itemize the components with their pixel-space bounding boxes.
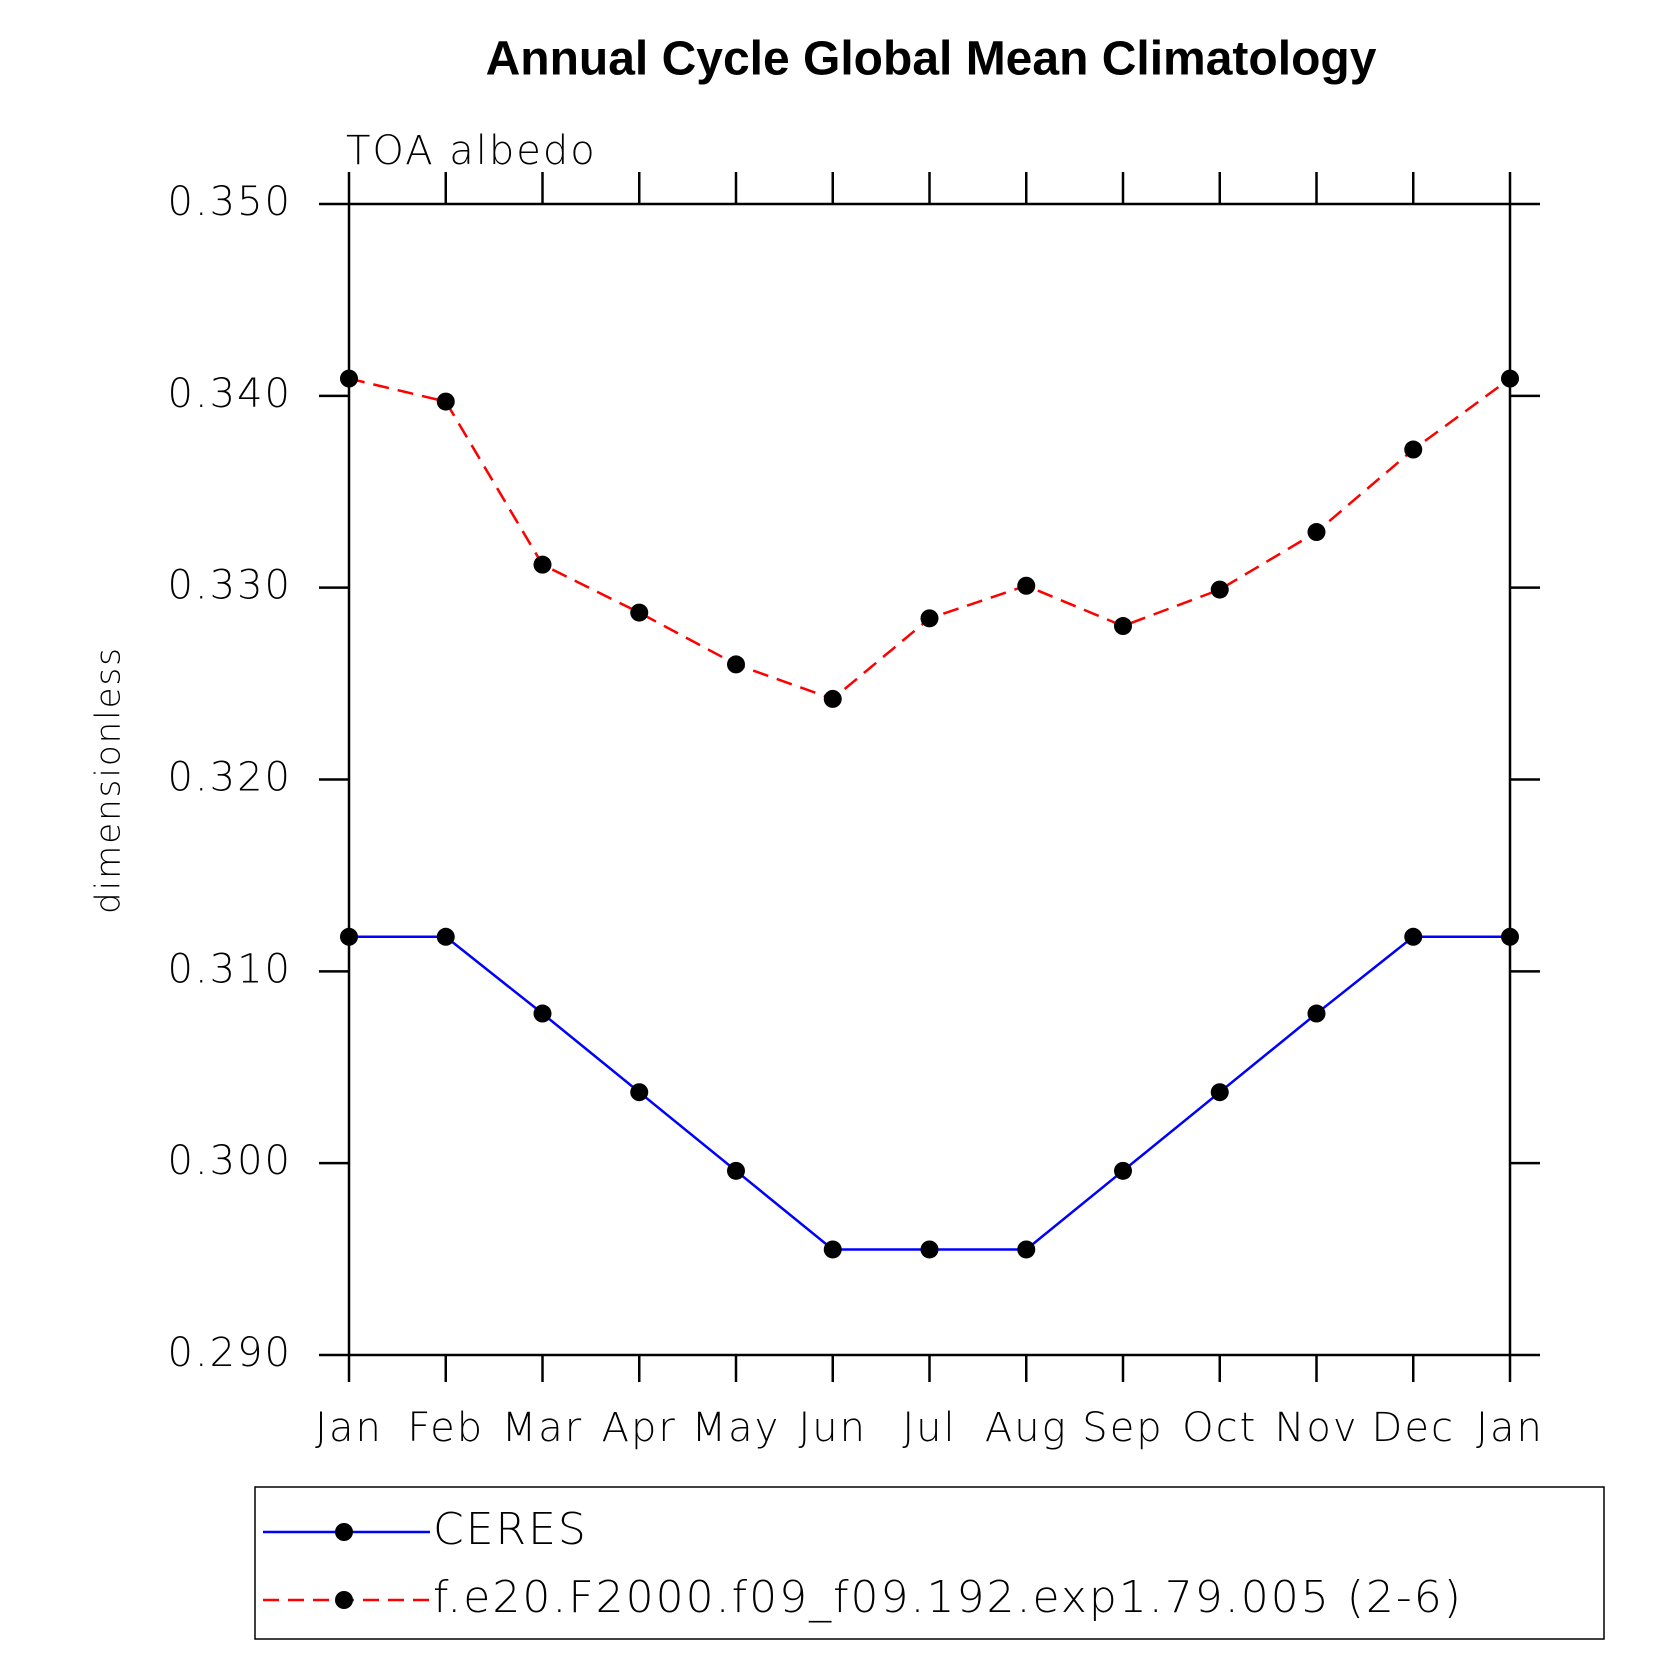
legend-label: f.e20.F2000.f09_f09.192.exp1.79.005 (2-6… [433,1572,1463,1623]
x-tick-label: Jul [902,1405,956,1451]
data-point [1210,580,1229,599]
x-tick-label: Sep [1082,1405,1163,1451]
data-point [1307,523,1326,542]
chart-subtitle: TOA albedo [346,128,597,174]
data-point [1501,369,1519,388]
data-point [1114,1161,1132,1180]
x-tick-label: Mar [502,1405,583,1451]
data-point [1017,1240,1036,1259]
data-point [533,555,552,574]
legend-marker [335,1523,353,1541]
data-point [340,369,358,388]
data-point [533,1004,552,1023]
y-tick-label: 0.300 [167,1138,292,1184]
x-tick-label: Feb [407,1405,484,1451]
data-point [340,927,358,946]
plot-frame [347,202,1512,1357]
x-tick-label: Nov [1274,1405,1358,1451]
series-line [349,935,1510,1251]
legend-marker [335,1591,353,1609]
x-tick-label: Jun [799,1405,868,1451]
data-point [1114,617,1132,636]
chart-title: Annual Cycle Global Mean Climatology [486,33,1377,86]
y-tick-label: 0.350 [167,179,292,225]
data-point [630,1083,649,1102]
y-tick-label: 0.320 [167,755,292,801]
legend-label: CERES [433,1504,588,1555]
y-tick-label: 0.330 [167,563,292,609]
data-point [1404,927,1423,946]
data-point [436,927,455,946]
y-tick-label: 0.310 [167,946,292,992]
x-tick-label: Oct [1182,1405,1257,1451]
x-tick-label: Apr [602,1405,677,1451]
series-line [348,377,1511,701]
x-tick-label: Aug [985,1405,1068,1451]
data-point [1307,1004,1326,1023]
data-point [727,1161,745,1180]
data-point [1210,1083,1229,1102]
x-tick-label: May [692,1405,781,1451]
data-point [920,609,939,628]
x-tick-label: Jan [315,1405,383,1451]
data-point [436,392,455,411]
data-point [823,689,842,708]
data-point [1404,440,1423,459]
y-axis-label: dimensionless [89,646,129,914]
y-tick-label: 0.290 [167,1330,292,1376]
y-tick-label: 0.340 [167,371,292,417]
x-tick-label: Jan [1476,1405,1544,1451]
data-point [630,603,649,622]
x-tick-label: Dec [1372,1405,1455,1451]
data-point [823,1240,842,1259]
data-point [727,655,745,674]
data-point [920,1240,939,1259]
legend-box [254,1486,1605,1640]
data-point [1017,576,1036,595]
data-point [1501,927,1519,946]
